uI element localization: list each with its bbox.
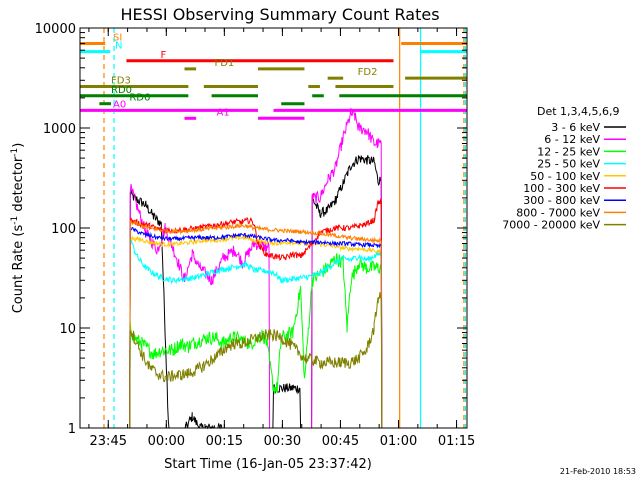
x-tick-label-1: 00:00 bbox=[148, 434, 185, 449]
x-tick-label-5: 01:00 bbox=[380, 434, 417, 449]
x-tick-label-4: 00:45 bbox=[322, 434, 359, 449]
series-line-7 bbox=[122, 219, 383, 429]
x-tick-label-6: 01:15 bbox=[438, 434, 475, 449]
flag-label-a1: A1 bbox=[216, 107, 229, 118]
chart-title: HESSI Observing Summary Count Rates bbox=[120, 5, 439, 24]
x-axis: 23:45 00:00 00:15 00:30 00:45 01:00 01:15 bbox=[88, 28, 475, 449]
flag-label-fd1: FD1 bbox=[214, 58, 234, 69]
series-layer bbox=[122, 107, 383, 430]
y-tick-label-0: 1 bbox=[68, 422, 76, 437]
legend-label-2: 12 - 25 keV bbox=[537, 145, 600, 158]
footer-timestamp: 21-Feb-2010 18:53 bbox=[560, 467, 636, 476]
y-axis: 1 10 100 1000 10000 bbox=[35, 22, 467, 437]
legend-label-6: 300 - 800 keV bbox=[523, 194, 600, 207]
y-axis-label-sup2: -1 bbox=[10, 148, 20, 157]
flag-label-fd2: FD2 bbox=[358, 67, 378, 78]
legend-label-5: 100 - 300 keV bbox=[523, 182, 600, 195]
legend-label-8: 7000 - 20000 keV bbox=[502, 219, 600, 232]
y-tick-label-3: 1000 bbox=[43, 122, 76, 137]
series-line-2 bbox=[122, 253, 383, 429]
series-line-8 bbox=[122, 292, 383, 429]
flag-label-fd3: FD3 bbox=[111, 76, 131, 87]
flag-label-rd0: RD0 bbox=[111, 85, 132, 96]
y-axis-label-end: ) bbox=[11, 143, 26, 148]
flag-label-rd6: RD6 bbox=[129, 93, 150, 104]
x-axis-label: Start Time (16-Jan-05 23:37:42) bbox=[164, 457, 372, 472]
y-axis-label-mid: detector bbox=[11, 156, 26, 216]
y-axis-label-main: Count Rate (s bbox=[11, 225, 26, 314]
legend-header: Det 1,3,4,5,6,9 bbox=[537, 105, 620, 118]
flag-label-f: F bbox=[160, 50, 166, 61]
legend-label-3: 25 - 50 keV bbox=[537, 158, 600, 171]
y-tick-label-2: 100 bbox=[51, 222, 76, 237]
flag-label-a0: A0 bbox=[113, 99, 126, 110]
series-line-6 bbox=[122, 227, 383, 429]
y-tick-label-1: 10 bbox=[59, 322, 76, 337]
x-tick-label-2: 00:15 bbox=[206, 434, 243, 449]
legend-label-7: 800 - 7000 keV bbox=[516, 206, 600, 219]
legend-label-1: 6 - 12 keV bbox=[544, 133, 600, 146]
legend-label-0: 3 - 6 keV bbox=[551, 121, 600, 134]
x-tick-label-0: 23:45 bbox=[90, 434, 127, 449]
y-tick-label-4: 10000 bbox=[35, 22, 76, 37]
series-line-3 bbox=[122, 235, 383, 429]
flag-label-si: SI bbox=[113, 32, 122, 43]
series-line-4 bbox=[122, 234, 383, 429]
x-tick-label-3: 00:30 bbox=[264, 434, 301, 449]
flag-label-n: N bbox=[115, 41, 122, 52]
y-axis-label-sup1: -1 bbox=[10, 216, 20, 225]
y-axis-label: Count Rate (s-1 detector-1) bbox=[10, 143, 26, 314]
legend-label-4: 50 - 100 keV bbox=[530, 170, 600, 183]
